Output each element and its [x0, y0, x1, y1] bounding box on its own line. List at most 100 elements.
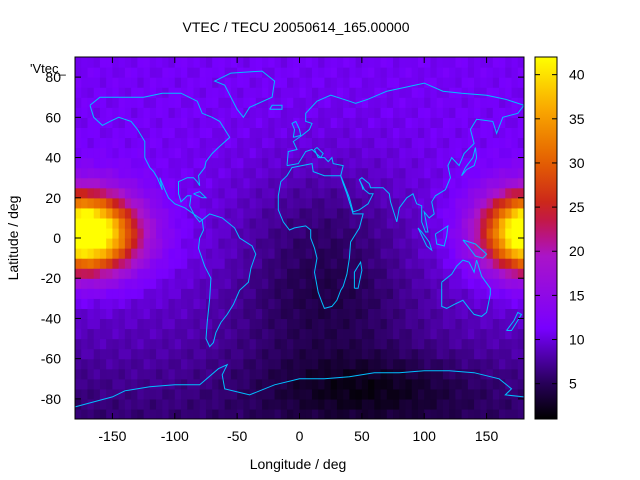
- heat-cell: [405, 368, 413, 380]
- heat-cell: [181, 157, 188, 169]
- heat-cell: [199, 67, 207, 78]
- heat-cell: [124, 97, 132, 108]
- heat-cell: [380, 308, 388, 320]
- heat-cell: [218, 207, 226, 219]
- heat-cell: [299, 177, 307, 189]
- heat-cell: [480, 77, 488, 88]
- heat-cell: [268, 77, 276, 88]
- heat-cell: [212, 288, 220, 299]
- heat-cell: [505, 197, 513, 209]
- heat-cell: [349, 298, 357, 309]
- heat-cell: [393, 57, 400, 68]
- heat-cell: [149, 107, 157, 118]
- heat-cell: [305, 227, 313, 239]
- heat-cell: [299, 388, 307, 400]
- heat-cell: [249, 238, 257, 249]
- legend-label: 'Vtec_: [30, 61, 66, 76]
- heat-cell: [280, 338, 288, 350]
- heat-cell: [430, 338, 438, 350]
- heat-cell: [124, 177, 132, 189]
- heat-cell: [399, 378, 407, 390]
- heat-cell: [505, 318, 513, 330]
- heat-cell: [106, 107, 114, 118]
- heat-cell: [467, 388, 475, 400]
- heat-cell: [124, 77, 132, 88]
- heat-cell: [162, 378, 170, 390]
- heat-cell: [399, 348, 407, 360]
- heat-cell: [480, 378, 488, 390]
- heat-cell: [305, 187, 313, 199]
- heat-cell: [174, 197, 182, 209]
- heat-cell: [393, 117, 400, 128]
- heat-cell: [124, 278, 132, 289]
- heat-cell: [181, 248, 188, 259]
- heat-cell: [486, 67, 494, 78]
- heat-cell: [511, 197, 519, 209]
- heat-cell: [156, 318, 163, 330]
- heat-cell: [511, 177, 519, 189]
- heat-cell: [274, 77, 282, 88]
- heat-cell: [393, 227, 400, 239]
- heat-cell: [511, 227, 519, 239]
- heat-cell: [255, 127, 263, 139]
- heat-cell: [224, 298, 232, 309]
- heat-cell: [237, 278, 244, 289]
- heat-cell: [174, 117, 182, 128]
- heat-cell: [393, 147, 400, 159]
- heat-cell: [430, 278, 438, 289]
- heat-cell: [205, 348, 213, 360]
- heat-cell: [262, 408, 269, 419]
- heat-cell: [499, 177, 506, 189]
- heat-cell: [330, 157, 338, 169]
- heat-cell: [361, 127, 369, 139]
- heat-cell: [430, 127, 438, 139]
- heat-cell: [492, 157, 500, 169]
- heat-cell: [461, 338, 469, 350]
- heat-cell: [218, 388, 226, 400]
- heat-cell: [361, 318, 369, 330]
- heat-cell: [442, 338, 450, 350]
- heat-cell: [349, 388, 357, 400]
- heat-cell: [374, 238, 382, 249]
- heat-cell: [355, 308, 363, 320]
- heat-cell: [486, 388, 494, 400]
- heat-cell: [243, 368, 251, 380]
- heat-cell: [75, 97, 82, 108]
- heat-cell: [156, 338, 163, 350]
- heat-cell: [336, 67, 344, 78]
- heat-cell: [112, 147, 120, 159]
- heat-cell: [199, 398, 207, 410]
- heat-cell: [87, 378, 95, 390]
- heat-cell: [156, 258, 163, 269]
- heat-cell: [455, 328, 463, 340]
- heat-cell: [311, 197, 319, 209]
- heat-cell: [386, 258, 394, 269]
- heat-cell: [243, 238, 251, 249]
- heat-cell: [442, 408, 450, 419]
- heat-cell: [143, 127, 151, 139]
- heat-cell: [492, 187, 500, 199]
- heat-cell: [336, 187, 344, 199]
- heat-cell: [156, 278, 163, 289]
- heat-cell: [162, 308, 170, 320]
- heat-cell: [187, 258, 195, 269]
- heat-cell: [255, 117, 263, 128]
- heat-cell: [411, 227, 419, 239]
- heat-cell: [393, 87, 400, 98]
- heat-cell: [162, 248, 170, 259]
- heat-cell: [112, 67, 120, 78]
- heat-cell: [193, 157, 201, 169]
- heat-cell: [118, 67, 126, 78]
- heat-cell: [162, 107, 170, 118]
- heat-cell: [156, 117, 163, 128]
- heat-cell: [93, 278, 101, 289]
- heat-cell: [87, 338, 95, 350]
- heat-cell: [455, 378, 463, 390]
- heat-cell: [467, 398, 475, 410]
- heat-cell: [230, 298, 238, 309]
- heat-cell: [205, 227, 213, 239]
- heat-cell: [174, 127, 182, 139]
- coastline-madagascar: [353, 260, 363, 289]
- heat-cell: [93, 137, 101, 149]
- heat-cell: [93, 248, 101, 259]
